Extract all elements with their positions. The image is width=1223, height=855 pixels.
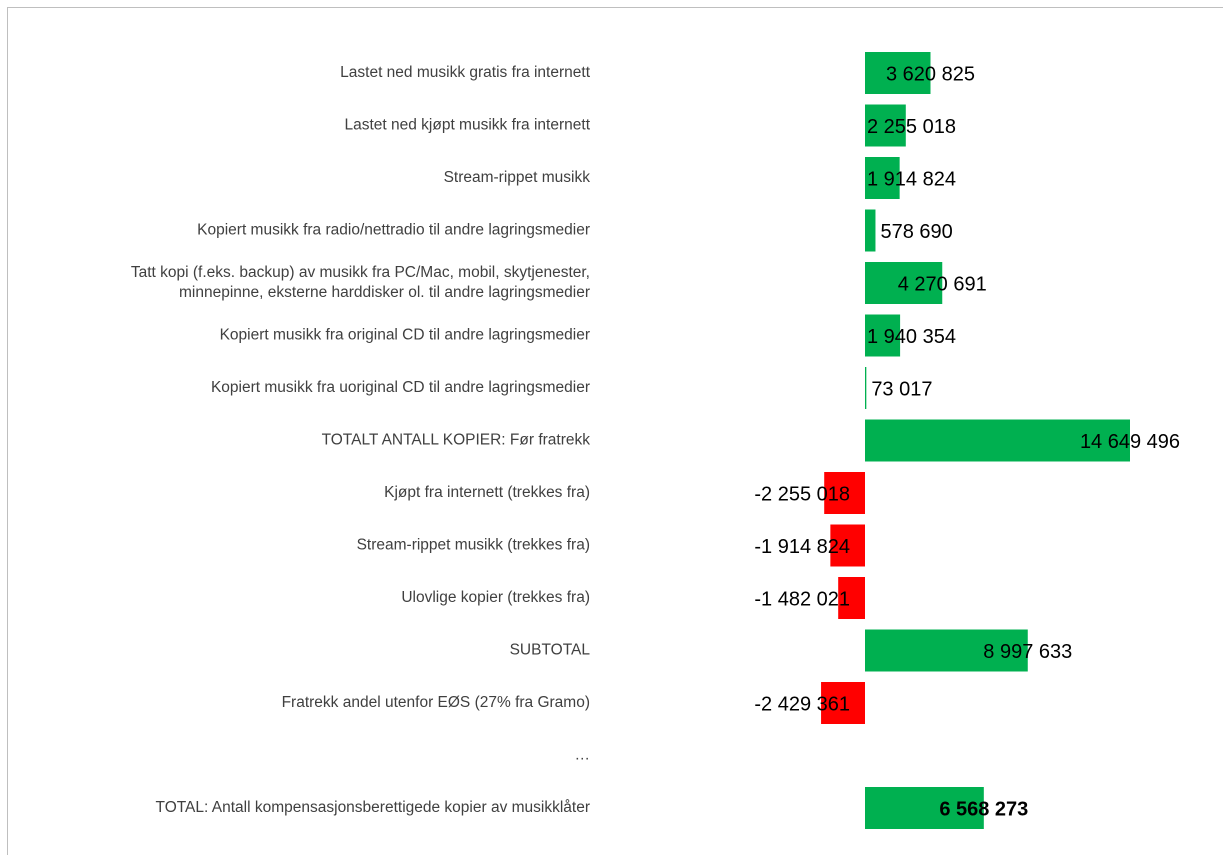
value-label: 14 649 496 <box>1080 431 1180 453</box>
bar <box>821 682 865 724</box>
value-label: 3 620 825 <box>886 63 975 85</box>
bar <box>824 472 865 514</box>
value-label: -2 429 361 <box>754 693 850 715</box>
bar <box>838 577 865 619</box>
category-label: Stream-rippet musikk (trekkes fra) <box>357 537 590 554</box>
value-label: 8 997 633 <box>983 641 1072 663</box>
category-label: Kopiert musikk fra radio/nettradio til a… <box>197 222 590 239</box>
category-label: SUBTOTAL <box>510 642 591 659</box>
bar <box>865 209 876 252</box>
category-label: Ulovlige kopier (trekkes fra) <box>401 589 590 606</box>
category-label: TOTALT ANTALL KOPIER: Før fratrekk <box>322 432 591 449</box>
category-label: Kopiert musikk fra original CD til andre… <box>220 327 590 344</box>
bar <box>865 52 931 94</box>
bar <box>865 367 867 409</box>
category-label: Lastet ned musikk gratis fra internett <box>340 64 591 81</box>
category-label: Kjøpt fra internett (trekkes fra) <box>384 484 590 501</box>
value-label: -2 255 018 <box>754 483 850 505</box>
category-label: Lastet ned kjøpt musikk fra internett <box>344 117 590 134</box>
category-label: … <box>575 747 591 764</box>
category-label: TOTAL: Antall kompensasjonsberettigede k… <box>156 799 591 816</box>
value-label: 4 270 691 <box>898 273 987 295</box>
value-label: -1 914 824 <box>754 536 850 558</box>
category-label: Kopiert musikk fra uoriginal CD til andr… <box>211 379 590 396</box>
bar <box>865 787 984 829</box>
chart-frame <box>7 7 1223 855</box>
category-label: Stream-rippet musikk <box>444 169 591 186</box>
value-label: 6 568 273 <box>939 798 1028 820</box>
bar <box>830 524 865 567</box>
bar <box>865 419 1130 462</box>
value-label: 578 690 <box>880 221 952 243</box>
value-label: 1 914 824 <box>867 168 956 190</box>
value-label: 73 017 <box>871 378 932 400</box>
category-label: Fratrekk andel utenfor EØS (27% fra Gram… <box>282 694 590 711</box>
category-label: Tatt kopi (f.eks. backup) av musikk fra … <box>131 264 590 281</box>
bar <box>865 157 900 199</box>
value-label: -1 482 021 <box>754 588 850 610</box>
bar <box>865 314 901 357</box>
bar <box>865 262 943 304</box>
bar <box>865 629 1028 672</box>
value-label: 2 255 018 <box>867 116 956 138</box>
bar <box>865 104 906 147</box>
category-label: minnepinne, eksterne harddisker ol. til … <box>179 284 590 301</box>
value-label: 1 940 354 <box>867 326 956 348</box>
